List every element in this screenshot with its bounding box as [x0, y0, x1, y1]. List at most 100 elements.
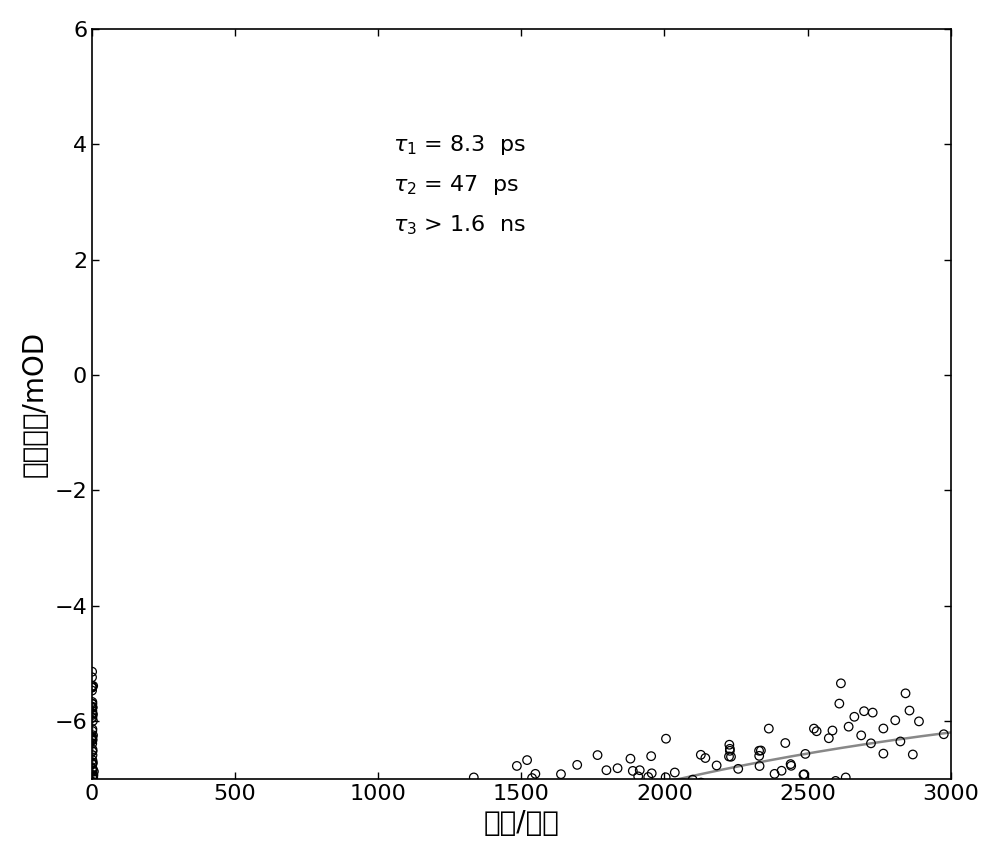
Point — [85, 795, 101, 808]
Point — [507, 830, 523, 843]
Point — [87, 842, 103, 855]
Point — [86, 852, 102, 858]
Point — [783, 758, 799, 771]
Point — [427, 854, 443, 858]
Point — [85, 764, 101, 777]
Point — [527, 767, 543, 781]
Point — [625, 764, 641, 777]
Point — [86, 805, 102, 819]
Point — [644, 766, 660, 780]
Point — [586, 786, 602, 800]
Point — [84, 732, 100, 746]
Point — [648, 800, 664, 813]
Point — [723, 750, 739, 764]
Point — [85, 825, 101, 838]
Point — [85, 789, 101, 803]
Point — [84, 758, 100, 771]
Point — [84, 770, 100, 783]
Point — [86, 831, 102, 845]
Point — [572, 807, 588, 821]
Point — [84, 680, 100, 694]
Point — [619, 819, 635, 832]
Point — [86, 825, 102, 839]
Point — [85, 792, 101, 806]
Point — [85, 775, 101, 789]
Point — [751, 749, 767, 763]
Point — [598, 764, 614, 777]
Point — [777, 736, 793, 750]
Point — [86, 849, 102, 858]
Point — [86, 797, 102, 811]
Point — [84, 704, 100, 718]
Point — [877, 787, 893, 801]
Point — [693, 748, 709, 762]
Text: $\tau_1$ = 8.3  ps
$\tau_2$ = 47  ps
$\tau_3$ > 1.6  ns: $\tau_1$ = 8.3 ps $\tau_2$ = 47 ps $\tau… — [393, 133, 525, 237]
Point — [473, 837, 489, 850]
Point — [735, 801, 751, 814]
Point — [86, 823, 102, 837]
Point — [84, 730, 100, 744]
Point — [84, 670, 100, 684]
Point — [393, 820, 409, 834]
Point — [85, 801, 101, 815]
Point — [86, 795, 102, 808]
Point — [774, 764, 790, 777]
Point — [761, 722, 777, 735]
Point — [632, 764, 648, 777]
Point — [85, 728, 101, 742]
Point — [519, 753, 535, 767]
Point — [85, 800, 101, 813]
Point — [85, 743, 101, 757]
Point — [84, 700, 100, 714]
Point — [622, 752, 638, 765]
Point — [86, 840, 102, 854]
Point — [586, 798, 602, 812]
Point — [710, 793, 726, 807]
Point — [936, 728, 952, 741]
Point — [84, 706, 100, 720]
Point — [85, 815, 101, 829]
Point — [905, 747, 921, 761]
Point — [838, 770, 854, 784]
Point — [85, 748, 101, 762]
Point — [569, 758, 585, 771]
Point — [548, 840, 564, 854]
Point — [87, 832, 103, 846]
Point — [85, 777, 101, 791]
Point — [87, 830, 103, 843]
Point — [704, 791, 720, 805]
Point — [628, 804, 644, 818]
Point — [84, 724, 100, 738]
Point — [84, 679, 100, 692]
Point — [85, 778, 101, 792]
Point — [693, 776, 709, 789]
Point — [537, 797, 553, 811]
Point — [856, 704, 872, 718]
Point — [84, 665, 100, 679]
Point — [783, 759, 799, 773]
Point — [85, 679, 101, 692]
Point — [84, 757, 100, 770]
Point — [510, 837, 526, 851]
Point — [841, 720, 857, 734]
Point — [809, 724, 825, 738]
Point — [85, 827, 101, 841]
Point — [911, 786, 927, 800]
Point — [853, 728, 869, 742]
Point — [85, 734, 101, 747]
Point — [472, 825, 488, 839]
Point — [496, 813, 512, 826]
Point — [833, 676, 849, 690]
Point — [86, 795, 102, 809]
Point — [85, 762, 101, 776]
Point — [633, 789, 649, 802]
Point — [85, 803, 101, 817]
Point — [86, 833, 102, 847]
Point — [84, 722, 100, 736]
Point — [477, 815, 493, 829]
Point — [892, 734, 908, 748]
Point — [84, 698, 100, 711]
X-axis label: 寿命/皮秒: 寿命/皮秒 — [483, 809, 559, 837]
Point — [518, 800, 534, 813]
Point — [667, 765, 683, 779]
